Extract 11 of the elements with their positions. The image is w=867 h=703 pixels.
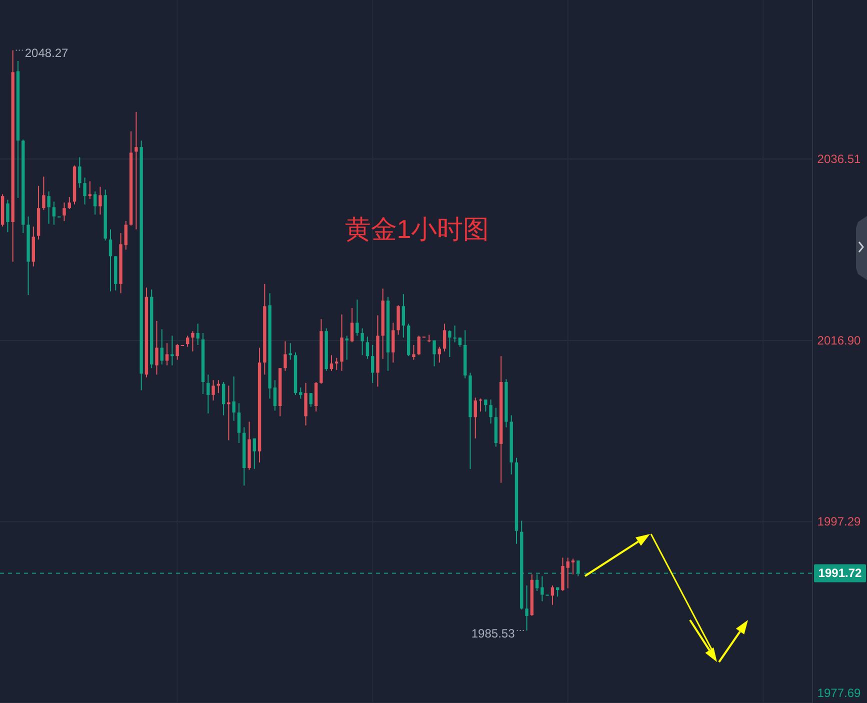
- y-tick-label: 1997.29: [817, 514, 862, 529]
- annotation: 1985.53: [471, 626, 516, 640]
- ref-line-label: 1991.72: [818, 566, 862, 580]
- y-tick-label: 2036.51: [817, 152, 862, 166]
- annotation: 2048.27: [24, 46, 69, 60]
- y-tick-label: 2016.90: [817, 333, 862, 348]
- extreme-label: 2048.27: [15, 46, 68, 60]
- text: 黄金1小时图: [344, 214, 490, 244]
- extreme-label: 1985.53: [471, 626, 524, 640]
- y-tick-label: 1977.69: [817, 686, 862, 700]
- ref-label: 1991.72: [814, 564, 866, 582]
